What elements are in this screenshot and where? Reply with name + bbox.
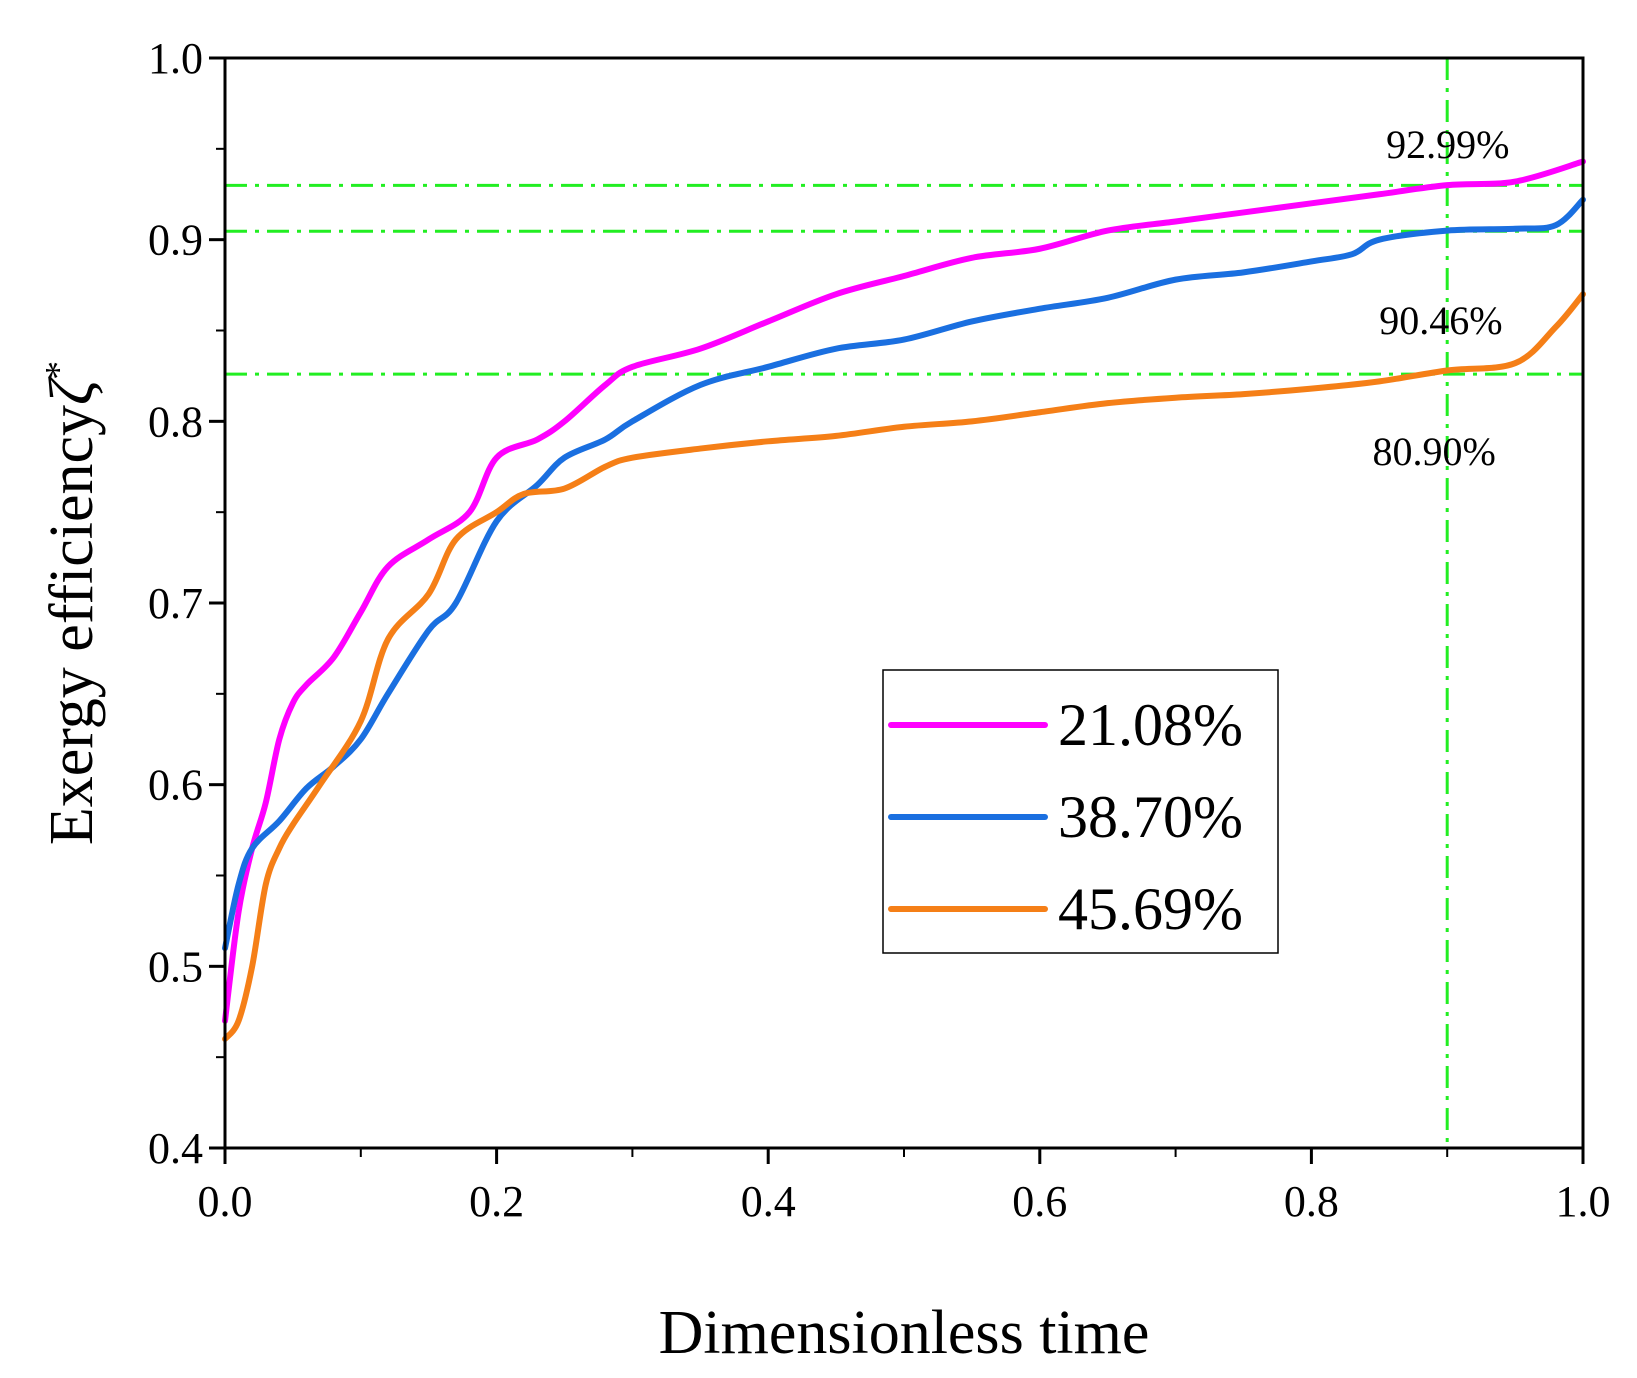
x-tick-label: 0.4 — [741, 1177, 796, 1226]
legend-label-2: 38.70% — [1058, 784, 1243, 850]
annotation-label: 80.90% — [1373, 429, 1496, 474]
series-lines — [222, 158, 1586, 1042]
y-tick-label: 0.9 — [148, 216, 203, 265]
x-tick-label: 0.0 — [198, 1177, 253, 1226]
y-tick-label: 0.4 — [148, 1124, 203, 1173]
annotation-label: 90.46% — [1379, 298, 1502, 343]
y-tick-label: 0.8 — [148, 397, 203, 446]
reference-lines — [225, 58, 1583, 1148]
x-tick-label: 0.6 — [1012, 1177, 1067, 1226]
x-tick-label: 1.0 — [1556, 1177, 1611, 1226]
axis-ticks — [209, 56, 1585, 1164]
series-line-1 — [222, 158, 1586, 1024]
y-tick-label: 0.6 — [148, 761, 203, 810]
legend: 21.08% 38.70% 45.69% — [882, 669, 1279, 954]
y-tick-label: 0.5 — [148, 942, 203, 991]
x-tick-label: 0.8 — [1284, 1177, 1339, 1226]
y-axis-title: Exergy efficiencyζ* — [38, 361, 106, 845]
x-tick-label: 0.2 — [469, 1177, 524, 1226]
y-axis-title-symbol: ζ — [38, 376, 106, 405]
y-tick-label: 1.0 — [148, 34, 203, 83]
x-axis-title: Dimensionless time — [659, 1299, 1150, 1367]
tick-labels: 0.0 0.2 0.4 0.6 0.8 1.0 0.4 0.5 0.6 0.7 0.8 0.9 1.0 — [148, 34, 1611, 1226]
legend-box — [882, 669, 1279, 954]
series-line-3 — [222, 291, 1586, 1042]
annotations: 92.99% 90.46% 80.90% — [1373, 122, 1510, 474]
legend-label-1: 21.08% — [1058, 692, 1243, 758]
y-tick-label: 0.7 — [148, 579, 203, 628]
y-axis-title-superscript: * — [38, 361, 80, 380]
y-axis-title-text: Exergy efficiency — [38, 405, 106, 845]
annotation-label: 92.99% — [1386, 122, 1509, 167]
legend-label-3: 45.69% — [1058, 876, 1243, 942]
